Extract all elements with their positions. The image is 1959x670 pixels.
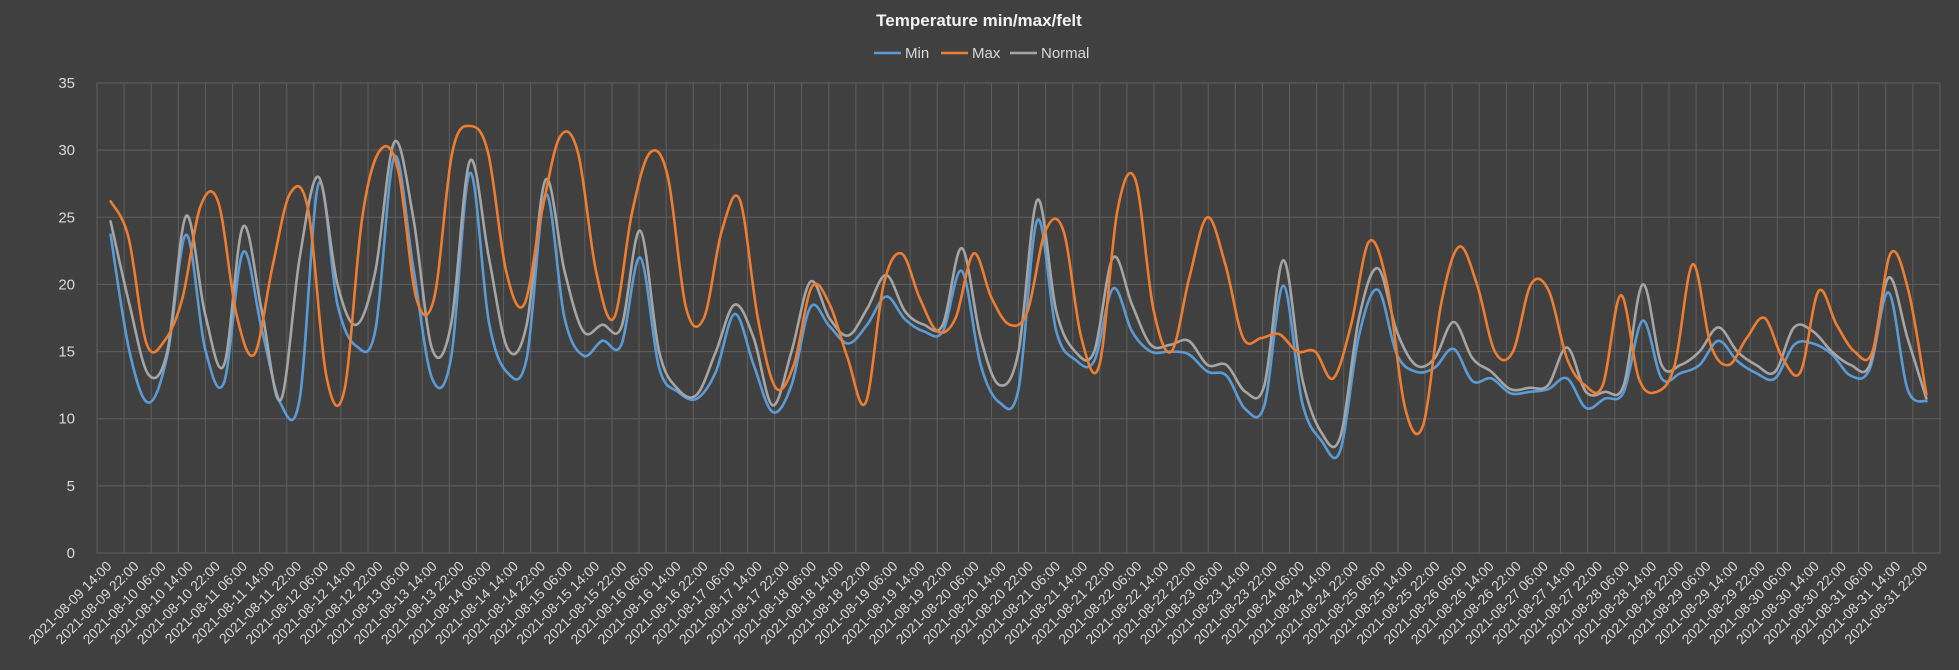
y-axis-ticks: 0 5 10 15 20 25 30 35 bbox=[58, 75, 75, 562]
y-tick-label: 10 bbox=[58, 411, 75, 428]
y-tick-label: 5 bbox=[67, 478, 75, 495]
y-tick-label: 20 bbox=[58, 276, 75, 293]
legend-label-max: Max bbox=[972, 45, 1001, 62]
y-tick-label: 30 bbox=[58, 142, 75, 159]
series-lines bbox=[109, 124, 1928, 460]
series-line-max bbox=[109, 124, 1928, 436]
series-line-normal bbox=[109, 139, 1928, 449]
series-line-min bbox=[109, 154, 1928, 460]
y-tick-label: 35 bbox=[58, 75, 75, 92]
y-tick-label: 0 bbox=[67, 545, 75, 562]
y-tick-label: 15 bbox=[58, 344, 75, 361]
legend-label-min: Min bbox=[905, 45, 929, 62]
grid-vertical bbox=[96, 83, 1941, 553]
legend: Min Max Normal bbox=[874, 45, 1089, 62]
y-tick-label: 25 bbox=[58, 209, 75, 226]
chart-title: Temperature min/max/felt bbox=[876, 11, 1082, 30]
legend-label-normal: Normal bbox=[1041, 45, 1089, 62]
